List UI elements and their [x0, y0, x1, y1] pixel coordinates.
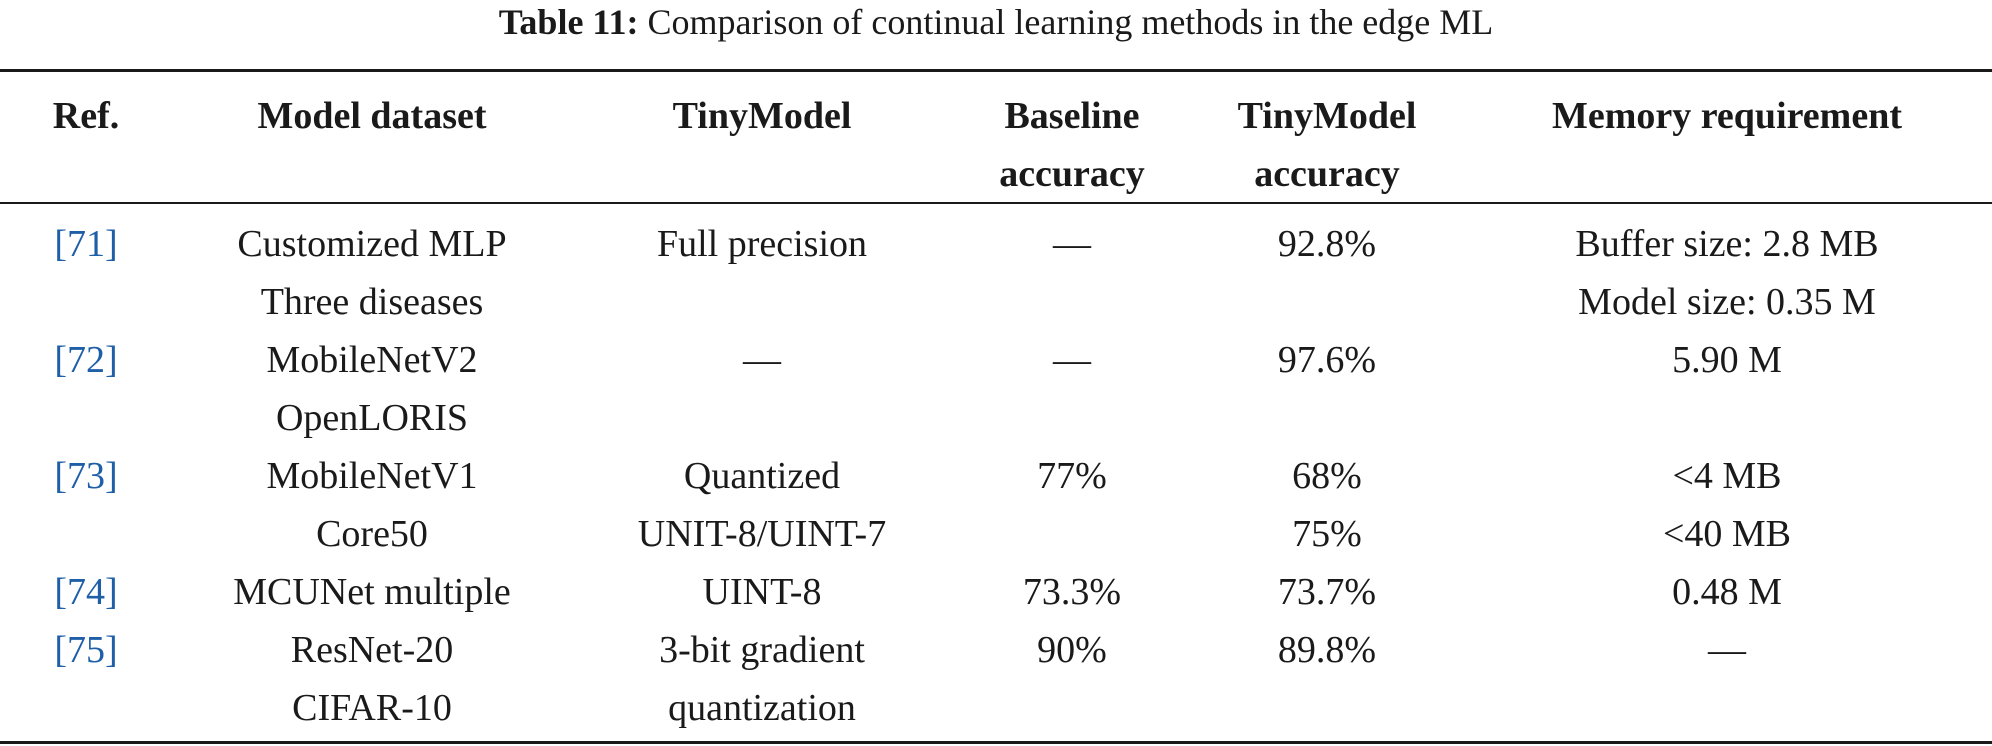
cell-line: MCUNet multiple	[233, 571, 511, 613]
ref-cell: [75]	[0, 621, 172, 737]
ref-cell: [73]	[0, 447, 172, 563]
reference-link[interactable]: [74]	[54, 571, 118, 613]
ref-cell: [74]	[0, 563, 172, 621]
cell-line: 0.48 M	[1672, 571, 1782, 613]
tinymodel-accuracy-cell: 73.7%	[1192, 563, 1462, 621]
cell-line: MobileNetV2	[266, 339, 478, 381]
header-baseline-accuracy: Baseline accuracy	[952, 75, 1192, 203]
tinymodel-accuracy-cell: 97.6%	[1192, 331, 1462, 447]
cell-line: UNIT-8/UINT-7	[637, 513, 887, 555]
cell-line: 73.7%	[1277, 571, 1377, 613]
reference-link[interactable]: [73]	[54, 455, 118, 497]
table-row: [74] MCUNet multiple UINT-8 73.3% 73.7% 0.48 …	[0, 563, 1992, 621]
cell-line: 90%	[1037, 629, 1107, 671]
baseline-accuracy-cell: 73.3%	[952, 563, 1192, 621]
header-rule	[0, 202, 1992, 204]
cell-line: ResNet-20	[290, 629, 454, 671]
header-line: Memory requirement	[1552, 95, 1902, 137]
baseline-accuracy-cell: 90%	[952, 621, 1192, 737]
cell-line: Full precision	[656, 223, 868, 265]
cell-line: Core50	[316, 513, 428, 555]
table-row: [73] MobileNetV1 Core50 Quantized UNIT-8/UIN…	[0, 447, 1992, 563]
model-dataset-cell: MobileNetV1 Core50	[172, 447, 572, 563]
header-line: Baseline	[1004, 95, 1140, 137]
bottom-rule	[0, 741, 1992, 744]
header-model-dataset: Model dataset	[172, 75, 572, 203]
header-row: Ref. Model dataset TinyModel Baseline acc…	[0, 75, 1992, 203]
cell-line: —	[1708, 629, 1746, 671]
header-line: Model dataset	[257, 95, 487, 137]
header-line: TinyModel	[1237, 95, 1417, 137]
reference-link[interactable]: [71]	[54, 223, 118, 265]
cell-line: 77%	[1037, 455, 1107, 497]
tinymodel-cell: Quantized UNIT-8/UINT-7	[572, 447, 952, 563]
model-dataset-cell: ResNet-20 CIFAR-10	[172, 621, 572, 737]
model-dataset-cell: MobileNetV2 OpenLORIS	[172, 331, 572, 447]
header-line: Ref.	[52, 95, 120, 137]
cell-line: 92.8%	[1277, 223, 1377, 265]
comparison-table: Ref. Model dataset TinyModel Baseline acc…	[0, 75, 1992, 737]
cell-line: OpenLORIS	[275, 397, 469, 439]
baseline-accuracy-cell: 77%	[952, 447, 1192, 563]
table-row: [71] Customized MLP Three diseases Full pre…	[0, 203, 1992, 331]
header-tinymodel-accuracy: TinyModel accuracy	[1192, 75, 1462, 203]
cell-line: —	[743, 339, 781, 381]
tinymodel-cell: —	[572, 331, 952, 447]
table-row: [75] ResNet-20 CIFAR-10 3-bit gradient quant…	[0, 621, 1992, 737]
memory-requirement-cell: <4 MB <40 MB	[1462, 447, 1992, 563]
cell-line: —	[1053, 339, 1091, 381]
tinymodel-accuracy-cell: 89.8%	[1192, 621, 1462, 737]
cell-line: Three diseases	[260, 281, 484, 323]
cell-line: MobileNetV1	[266, 455, 478, 497]
cell-line: 68%	[1292, 455, 1362, 497]
ref-cell: [72]	[0, 331, 172, 447]
cell-line: 73.3%	[1022, 571, 1122, 613]
reference-link[interactable]: [75]	[54, 629, 118, 671]
cell-line: 5.90 M	[1672, 339, 1782, 381]
tinymodel-cell: Full precision	[572, 203, 952, 331]
tinymodel-cell: 3-bit gradient quantization	[572, 621, 952, 737]
table-caption: Table 11: Comparison of continual learni…	[0, 0, 1992, 48]
cell-line: Customized MLP	[237, 223, 507, 265]
top-rule	[0, 69, 1992, 72]
table-body: [71] Customized MLP Three diseases Full pre…	[0, 203, 1992, 737]
memory-requirement-cell: —	[1462, 621, 1992, 737]
tinymodel-accuracy-cell: 92.8%	[1192, 203, 1462, 331]
table-row: [72] MobileNetV2 OpenLORIS — — 97.6% 5.90 M	[0, 331, 1992, 447]
cell-line: <40 MB	[1662, 513, 1792, 555]
cell-line: UINT-8	[702, 571, 822, 613]
caption-text: Comparison of continual learning methods…	[647, 2, 1494, 42]
cell-line: quantization	[668, 687, 856, 729]
baseline-accuracy-cell: —	[952, 331, 1192, 447]
cell-line: 75%	[1292, 513, 1362, 555]
baseline-accuracy-cell: —	[952, 203, 1192, 331]
cell-line: —	[1053, 223, 1091, 265]
cell-line: Buffer size: 2.8 MB	[1575, 223, 1879, 265]
reference-link[interactable]: [72]	[54, 339, 118, 381]
header-tinymodel: TinyModel	[572, 75, 952, 203]
header-line: TinyModel	[672, 95, 852, 137]
caption-label: Table 11:	[498, 2, 639, 42]
cell-line: Model size: 0.35 M	[1578, 281, 1876, 323]
header-line: accuracy	[1254, 153, 1400, 195]
cell-line: 89.8%	[1277, 629, 1377, 671]
memory-requirement-cell: Buffer size: 2.8 MB Model size: 0.35 M	[1462, 203, 1992, 331]
header-memory-requirement: Memory requirement	[1462, 75, 1992, 203]
tinymodel-accuracy-cell: 68% 75%	[1192, 447, 1462, 563]
model-dataset-cell: MCUNet multiple	[172, 563, 572, 621]
memory-requirement-cell: 5.90 M	[1462, 331, 1992, 447]
cell-line: 3-bit gradient	[659, 629, 865, 671]
cell-line: 97.6%	[1277, 339, 1377, 381]
ref-cell: [71]	[0, 203, 172, 331]
memory-requirement-cell: 0.48 M	[1462, 563, 1992, 621]
tinymodel-cell: UINT-8	[572, 563, 952, 621]
header-ref: Ref.	[0, 75, 172, 203]
cell-line: CIFAR-10	[292, 687, 452, 729]
header-line: accuracy	[999, 153, 1145, 195]
model-dataset-cell: Customized MLP Three diseases	[172, 203, 572, 331]
cell-line: Quantized	[683, 455, 841, 497]
cell-line: <4 MB	[1672, 455, 1782, 497]
